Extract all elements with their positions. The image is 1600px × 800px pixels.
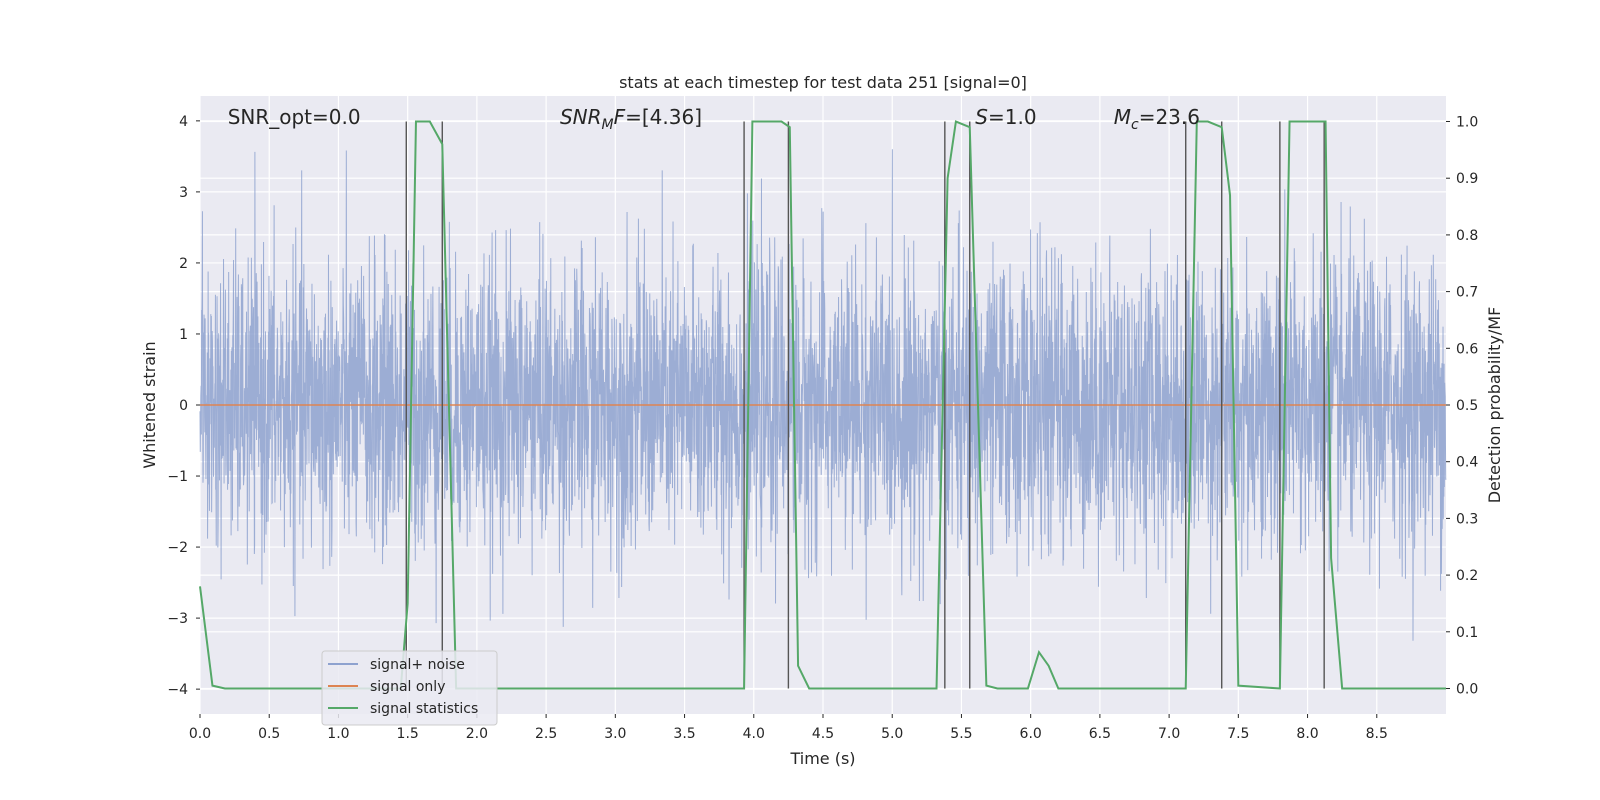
chart-title: stats at each timestep for test data 251… — [619, 73, 1027, 92]
y-tick-label: −3 — [167, 611, 188, 627]
y-tick-label: 0 — [179, 398, 188, 414]
legend-label-noise: signal+ noise — [370, 657, 465, 673]
signal-statistics-line — [199, 120, 1446, 690]
right-y-tick-label: 0.8 — [1456, 228, 1478, 244]
legend: signal+ noise signal only signal statist… — [321, 650, 498, 726]
x-tick-label: 7.5 — [1227, 726, 1249, 742]
right-y-tick-label: 0.1 — [1456, 625, 1478, 641]
signal-statistics-series — [199, 120, 1446, 690]
x-tick-label: 7.0 — [1158, 726, 1180, 742]
x-tick-label: 6.0 — [1020, 726, 1042, 742]
y-tick-label: −1 — [167, 469, 188, 485]
x-tick-label: 2.0 — [466, 726, 488, 742]
legend-box — [321, 650, 498, 726]
right-y-tick-label: 0.2 — [1456, 568, 1478, 584]
x-tick-label: 1.5 — [397, 726, 419, 742]
right-y-tick-label: 0.0 — [1456, 681, 1478, 697]
right-y-tick-label: 0.4 — [1456, 455, 1478, 471]
right-y-axis-label: Detection probability/MF — [1485, 307, 1504, 504]
right-y-tick-label: 0.5 — [1456, 398, 1478, 414]
legend-label-statistics: signal statistics — [370, 701, 478, 717]
x-tick-label: 2.5 — [535, 726, 557, 742]
y-tick-label: −2 — [167, 540, 188, 556]
annotations: SNR_opt=0.0 SNRMF=[4.36] S=1.0 Mc=23.6 — [228, 105, 1200, 133]
y-tick-label: 2 — [179, 256, 188, 272]
x-tick-label: 3.5 — [673, 726, 695, 742]
noise-trace — [199, 149, 1447, 641]
y-axis-ticks: 4 3 2 1 0 −1 −2 −3 −4 — [167, 114, 200, 698]
x-tick-label: 0.0 — [189, 726, 211, 742]
x-tick-label: 6.5 — [1089, 726, 1111, 742]
x-axis-ticks: 0.0 0.5 1.0 1.5 2.0 2.5 3.0 3.5 4.0 4.5 5.0 5.5 6.0 6… — [189, 714, 1388, 742]
x-tick-label: 5.0 — [881, 726, 903, 742]
x-tick-label: 4.5 — [812, 726, 834, 742]
y-tick-label: 1 — [179, 327, 188, 343]
right-y-tick-label: 0.6 — [1456, 341, 1478, 357]
x-tick-label: 1.0 — [327, 726, 349, 742]
noise-series — [199, 149, 1447, 641]
annotation-1: SNRMF=[4.36] — [560, 105, 702, 133]
x-tick-label: 8.5 — [1366, 726, 1388, 742]
y-tick-label: −4 — [167, 682, 188, 698]
right-y-tick-label: 0.7 — [1456, 285, 1478, 301]
right-y-tick-label: 0.9 — [1456, 171, 1478, 187]
x-tick-label: 0.5 — [258, 726, 280, 742]
x-tick-label: 4.0 — [743, 726, 765, 742]
right-y-tick-label: 0.3 — [1456, 511, 1478, 527]
y-tick-label: 3 — [179, 185, 188, 201]
annotation-0: SNR_opt=0.0 — [228, 105, 361, 129]
y-axis-label: Whitened strain — [140, 341, 159, 468]
vertical-lines — [405, 121, 1325, 689]
x-tick-label: 5.5 — [950, 726, 972, 742]
annotation-2: S=1.0 — [975, 105, 1036, 129]
right-y-tick-label: 1.0 — [1456, 115, 1478, 131]
y-tick-label: 4 — [179, 114, 188, 130]
x-axis-label: Time (s) — [789, 749, 855, 768]
annotation-3: Mc=23.6 — [1114, 105, 1200, 133]
x-tick-label: 8.0 — [1296, 726, 1318, 742]
x-tick-label: 3.0 — [604, 726, 626, 742]
right-y-axis-ticks: 1.0 0.9 0.8 0.7 0.6 0.5 0.4 0.3 0.2 0.1 0.0 — [1446, 115, 1478, 697]
legend-label-signal-only: signal only — [370, 679, 445, 695]
